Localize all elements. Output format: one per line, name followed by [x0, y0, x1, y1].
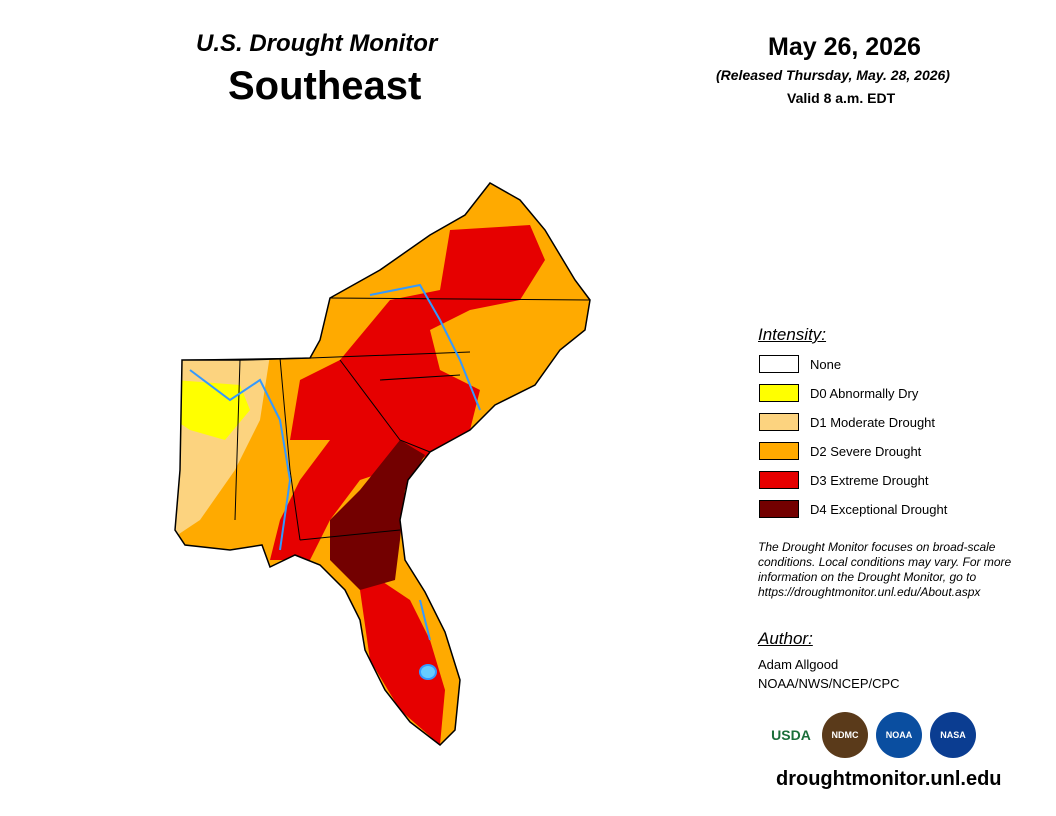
d4-area: [330, 440, 425, 590]
author-org: NOAA/NWS/NCEP/CPC: [758, 676, 900, 691]
legend-swatch: [759, 355, 799, 373]
legend-label: D4 Exceptional Drought: [810, 502, 948, 517]
drought-areas: [175, 183, 590, 745]
logo: USDA: [768, 712, 814, 758]
d0-area: [175, 380, 250, 440]
legend-label: D1 Moderate Drought: [810, 415, 936, 430]
state-borders: [174, 182, 591, 746]
released: (Released Thursday, May. 28, 2026): [716, 67, 950, 83]
logo: NASA: [930, 712, 976, 758]
map: [174, 182, 591, 746]
author-name: Adam Allgood: [758, 657, 839, 672]
legend-label: D0 Abnormally Dry: [810, 386, 919, 401]
rivers: [189, 283, 481, 680]
legend-label: D2 Severe Drought: [810, 444, 922, 459]
logo: NOAA: [876, 712, 922, 758]
legend-swatch: [759, 384, 799, 402]
title: U.S. Drought Monitor: [196, 30, 438, 57]
legend-swatch: [759, 413, 799, 431]
url: droughtmonitor.unl.edu: [776, 768, 1002, 790]
legend-swatch: [759, 442, 799, 460]
date: May 26, 2026: [768, 33, 921, 61]
d3-area-fl: [360, 580, 445, 745]
note: The Drought Monitor focuses on broad-sca…: [758, 540, 1012, 599]
author-heading: Author:: [758, 629, 813, 648]
d3-area: [270, 225, 545, 560]
legend-label: D3 Extreme Drought: [810, 473, 929, 488]
valid: Valid 8 a.m. EDT: [787, 90, 896, 106]
legend-swatch: [759, 500, 799, 518]
region: Southeast: [228, 64, 422, 108]
legend-title: Intensity:: [758, 325, 827, 344]
legend-label: None: [810, 357, 842, 372]
legend-swatch: [759, 471, 799, 489]
logo: NDMC: [822, 712, 868, 758]
